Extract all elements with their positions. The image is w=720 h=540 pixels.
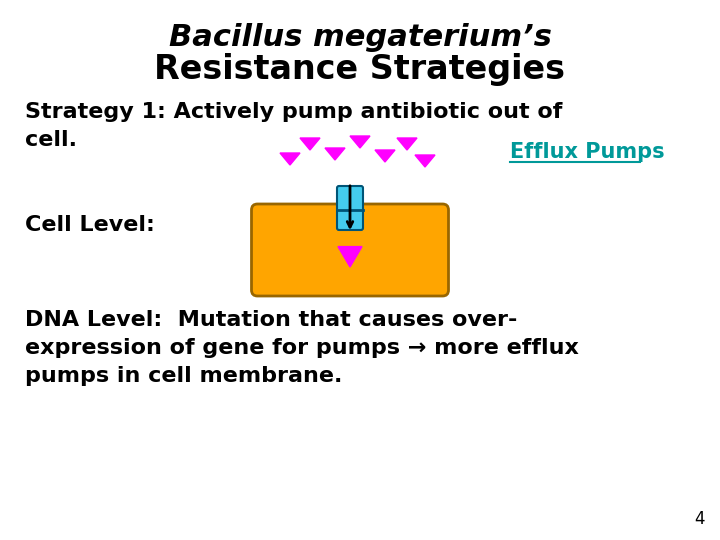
Polygon shape (338, 247, 362, 267)
Text: DNA Level:  Mutation that causes over-
expression of gene for pumps → more efflu: DNA Level: Mutation that causes over- ex… (25, 310, 579, 386)
Text: Bacillus megaterium’s: Bacillus megaterium’s (168, 23, 552, 51)
Polygon shape (415, 155, 435, 167)
Text: Resistance Strategies: Resistance Strategies (155, 53, 565, 86)
Polygon shape (375, 150, 395, 162)
Polygon shape (350, 136, 370, 148)
Text: Efflux Pumps: Efflux Pumps (510, 142, 665, 162)
Polygon shape (397, 138, 417, 150)
Text: Cell Level:: Cell Level: (25, 215, 155, 235)
Polygon shape (280, 153, 300, 165)
Text: Strategy 1: Actively pump antibiotic out of: Strategy 1: Actively pump antibiotic out… (25, 102, 562, 122)
Polygon shape (325, 148, 345, 160)
Text: cell.: cell. (25, 130, 77, 150)
FancyBboxPatch shape (251, 204, 449, 296)
Polygon shape (300, 138, 320, 150)
Text: 4: 4 (695, 510, 705, 528)
FancyBboxPatch shape (337, 186, 363, 230)
